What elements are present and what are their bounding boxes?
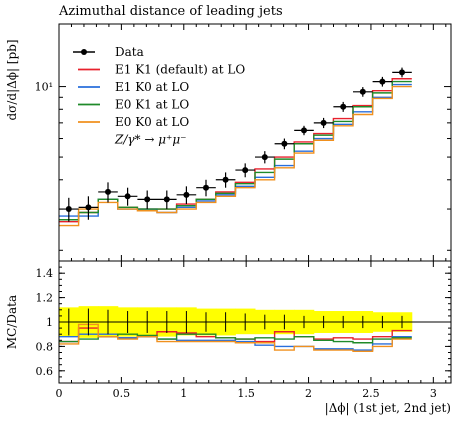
data-point bbox=[124, 193, 131, 200]
data-point bbox=[105, 188, 111, 195]
data-point bbox=[242, 167, 249, 174]
mc-series-line-3 bbox=[59, 85, 412, 227]
process-label: Z/γ* → μ⁺μ⁻ bbox=[114, 133, 187, 147]
data-point bbox=[85, 204, 92, 211]
legend-label-data: Data bbox=[115, 45, 144, 59]
data-point bbox=[65, 206, 72, 213]
mc-ratio-line-3 bbox=[59, 323, 412, 352]
x-tick-label: 2 bbox=[305, 387, 312, 400]
ratio-y-tick-label: 0.6 bbox=[36, 365, 54, 378]
ratio-y-tick-label: 0.8 bbox=[36, 340, 54, 353]
legend-label-0: E1 K1 (default) at LO bbox=[115, 63, 245, 77]
ratio-y-tick-label: 1.4 bbox=[36, 267, 54, 280]
data-point bbox=[301, 127, 307, 134]
legend-data-marker bbox=[81, 49, 87, 55]
legend-label-2: E0 K1 at LO bbox=[115, 98, 189, 112]
ratio-y-axis-label: MC/Data bbox=[5, 295, 19, 349]
main-y-tick-label: 10¹ bbox=[35, 81, 53, 94]
mc-series-line-0 bbox=[59, 78, 412, 223]
x-tick-label: 1.5 bbox=[237, 387, 255, 400]
data-point bbox=[222, 176, 229, 183]
data-point bbox=[163, 196, 170, 203]
data-point bbox=[281, 140, 288, 147]
x-tick-label: 3 bbox=[430, 387, 437, 400]
data-point bbox=[183, 191, 190, 198]
data-point bbox=[399, 69, 405, 76]
ratio-y-tick-label: 1.2 bbox=[36, 292, 54, 305]
data-point bbox=[340, 103, 347, 110]
chart-title: Azimuthal distance of leading jets bbox=[59, 4, 283, 19]
ratio-y-tick-label: 1 bbox=[46, 316, 53, 329]
x-tick-label: 1 bbox=[180, 387, 187, 400]
data-point bbox=[359, 88, 366, 95]
x-tick-label: 0 bbox=[56, 387, 63, 400]
main-y-axis-label: dσ/d|Δϕ| [pb] bbox=[5, 39, 19, 120]
data-point bbox=[261, 154, 268, 161]
data-point bbox=[203, 184, 209, 191]
data-point bbox=[320, 119, 327, 126]
mc-series-line-2 bbox=[59, 80, 412, 221]
x-axis-label: |Δϕ| (1st jet, 2nd jet) bbox=[325, 401, 451, 415]
legend-label-3: E0 K0 at LO bbox=[115, 115, 189, 129]
legend-label-1: E1 K0 at LO bbox=[115, 80, 189, 94]
x-tick-label: 2.5 bbox=[362, 387, 380, 400]
data-point bbox=[379, 78, 386, 85]
x-tick-label: 0.5 bbox=[113, 387, 131, 400]
mc-ratio-line-2 bbox=[59, 333, 412, 344]
data-point bbox=[144, 196, 151, 203]
